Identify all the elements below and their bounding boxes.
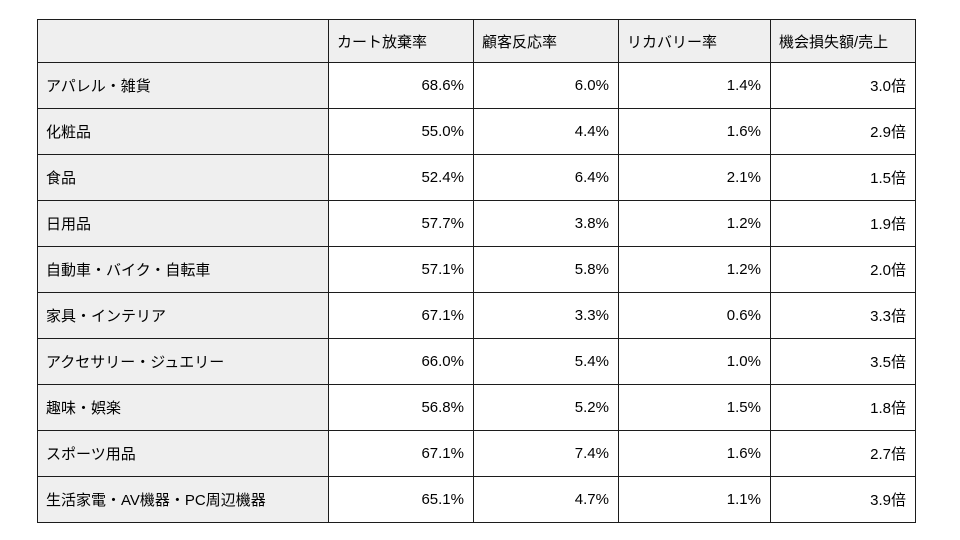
column-header-customer-response-rate: 顧客反応率 [473, 19, 619, 63]
cell-value: 1.4% [618, 62, 771, 109]
cell-value: 57.7% [328, 200, 474, 247]
table-row: アクセサリー・ジュエリー 66.0% 5.4% 1.0% 3.5倍 [37, 338, 916, 385]
cell-value: 2.9倍 [770, 108, 916, 155]
cell-value: 2.0倍 [770, 246, 916, 293]
cell-value: 6.0% [473, 62, 619, 109]
cell-value: 67.1% [328, 430, 474, 477]
table-row: アパレル・雑貨 68.6% 6.0% 1.4% 3.0倍 [37, 62, 916, 109]
row-label: 日用品 [37, 200, 329, 247]
row-label: 家具・インテリア [37, 292, 329, 339]
column-header-opportunity-loss-ratio: 機会損失額/売上 [770, 19, 916, 63]
table-row: 日用品 57.7% 3.8% 1.2% 1.9倍 [37, 200, 916, 247]
cell-value: 6.4% [473, 154, 619, 201]
row-label: 食品 [37, 154, 329, 201]
cell-value: 1.0% [618, 338, 771, 385]
column-header-category [37, 19, 329, 63]
column-header-recovery-rate: リカバリー率 [618, 19, 771, 63]
cell-value: 1.8倍 [770, 384, 916, 431]
cell-value: 67.1% [328, 292, 474, 339]
table-row: 趣味・娯楽 56.8% 5.2% 1.5% 1.8倍 [37, 384, 916, 431]
row-label: アパレル・雑貨 [37, 62, 329, 109]
table-row: 食品 52.4% 6.4% 2.1% 1.5倍 [37, 154, 916, 201]
cell-value: 3.9倍 [770, 476, 916, 523]
table-row: スポーツ用品 67.1% 7.4% 1.6% 2.7倍 [37, 430, 916, 477]
cell-value: 65.1% [328, 476, 474, 523]
cell-value: 3.5倍 [770, 338, 916, 385]
cell-value: 1.9倍 [770, 200, 916, 247]
row-label: 自動車・バイク・自転車 [37, 246, 329, 293]
cell-value: 4.4% [473, 108, 619, 155]
cell-value: 55.0% [328, 108, 474, 155]
cell-value: 5.8% [473, 246, 619, 293]
row-label: 生活家電・AV機器・PC周辺機器 [37, 476, 329, 523]
cell-value: 1.2% [618, 200, 771, 247]
cell-value: 1.5倍 [770, 154, 916, 201]
cell-value: 7.4% [473, 430, 619, 477]
cell-value: 3.8% [473, 200, 619, 247]
ec-category-metrics-table-container: カート放棄率 顧客反応率 リカバリー率 機会損失額/売上 アパレル・雑貨 68.… [37, 19, 916, 523]
table-row: 自動車・バイク・自転車 57.1% 5.8% 1.2% 2.0倍 [37, 246, 916, 293]
cell-value: 4.7% [473, 476, 619, 523]
cell-value: 2.1% [618, 154, 771, 201]
table-header-row: カート放棄率 顧客反応率 リカバリー率 機会損失額/売上 [37, 19, 916, 63]
cell-value: 66.0% [328, 338, 474, 385]
table-row: 化粧品 55.0% 4.4% 1.6% 2.9倍 [37, 108, 916, 155]
cell-value: 57.1% [328, 246, 474, 293]
cell-value: 2.7倍 [770, 430, 916, 477]
table-row: 家具・インテリア 67.1% 3.3% 0.6% 3.3倍 [37, 292, 916, 339]
cell-value: 1.6% [618, 108, 771, 155]
cell-value: 3.0倍 [770, 62, 916, 109]
cell-value: 52.4% [328, 154, 474, 201]
cell-value: 1.6% [618, 430, 771, 477]
cell-value: 68.6% [328, 62, 474, 109]
cell-value: 1.1% [618, 476, 771, 523]
column-header-cart-abandonment-rate: カート放棄率 [328, 19, 474, 63]
cell-value: 3.3% [473, 292, 619, 339]
row-label: 化粧品 [37, 108, 329, 155]
cell-value: 1.5% [618, 384, 771, 431]
cell-value: 3.3倍 [770, 292, 916, 339]
cell-value: 1.2% [618, 246, 771, 293]
cell-value: 56.8% [328, 384, 474, 431]
row-label: 趣味・娯楽 [37, 384, 329, 431]
row-label: スポーツ用品 [37, 430, 329, 477]
table-row: 生活家電・AV機器・PC周辺機器 65.1% 4.7% 1.1% 3.9倍 [37, 476, 916, 523]
cell-value: 0.6% [618, 292, 771, 339]
cell-value: 5.4% [473, 338, 619, 385]
ec-category-metrics-table: カート放棄率 顧客反応率 リカバリー率 機会損失額/売上 アパレル・雑貨 68.… [37, 19, 916, 523]
row-label: アクセサリー・ジュエリー [37, 338, 329, 385]
cell-value: 5.2% [473, 384, 619, 431]
